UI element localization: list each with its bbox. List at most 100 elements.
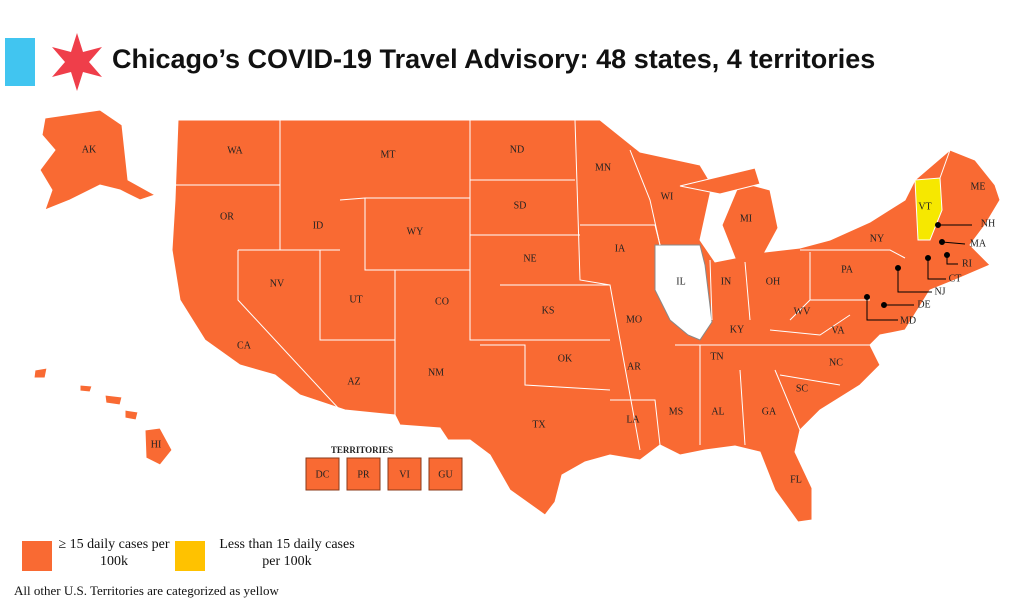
territory-box <box>305 457 340 491</box>
territory-label: VI <box>399 469 410 480</box>
state-label: MA <box>970 238 987 249</box>
border <box>480 344 611 391</box>
hawaii-island <box>104 394 123 406</box>
legend-label: ≥ 15 daily cases per 100k <box>58 537 170 569</box>
state-label: NJ <box>934 286 945 297</box>
legend-swatch <box>175 541 205 571</box>
border <box>774 369 801 431</box>
state-label: CT <box>949 273 962 284</box>
upper-peninsula <box>679 167 761 195</box>
state-label: LA <box>626 414 640 425</box>
state-label: WA <box>227 145 243 156</box>
state-label: AK <box>82 144 97 155</box>
border <box>237 250 341 411</box>
pointer-dot <box>895 265 901 271</box>
border <box>739 369 746 446</box>
state-label: ME <box>971 181 986 192</box>
border <box>709 259 713 321</box>
border <box>779 374 841 386</box>
border <box>939 149 951 179</box>
state-label: UT <box>349 294 362 305</box>
state-label: OK <box>558 353 573 364</box>
legend-label: Less than 15 daily cases per 100k <box>219 537 355 569</box>
territories-title: TERRITORIES <box>331 445 393 455</box>
state-label: ND <box>510 144 524 155</box>
hawaii-island <box>33 367 48 379</box>
state-label: AL <box>711 406 724 417</box>
legend-swatch <box>22 541 52 571</box>
state-label: TX <box>532 419 546 430</box>
state-label: HI <box>151 439 162 450</box>
state-label: SC <box>796 383 809 394</box>
state-label: IN <box>721 276 732 287</box>
state-label: WY <box>407 226 424 237</box>
hawaii-island <box>79 384 93 393</box>
hawaii <box>144 427 173 466</box>
territories: DC PR VI GU <box>305 457 463 491</box>
border <box>800 249 906 259</box>
pointer <box>927 258 946 280</box>
state-label: AR <box>627 361 641 372</box>
state-label: OH <box>766 276 780 287</box>
alaska <box>39 109 157 211</box>
territory-box <box>428 457 463 491</box>
state-labels: AK WA MT ND MN WI MI OR ID WY SD IA NE IL IN OH PA NY NV UT… <box>82 144 995 485</box>
state-label: VA <box>831 325 845 336</box>
state-label: IA <box>615 243 626 254</box>
state-label: MO <box>626 314 642 325</box>
pointer-dot <box>944 252 950 258</box>
state-label: NE <box>523 253 536 264</box>
state-label: MI <box>740 213 752 224</box>
state-label: RI <box>962 258 972 269</box>
states <box>33 109 1001 523</box>
territory-box <box>387 457 422 491</box>
footnote: All other U.S. Territories are categoriz… <box>14 583 279 598</box>
state-label: MN <box>595 162 611 173</box>
state-label: OR <box>220 211 234 222</box>
title: Chicago’s COVID-19 Travel Advisory: 48 s… <box>112 44 876 74</box>
state-label: NC <box>829 357 843 368</box>
state-label: CA <box>237 340 252 351</box>
chicago-star <box>52 33 102 91</box>
border <box>610 399 661 446</box>
border <box>500 284 641 451</box>
hawaii-island <box>124 409 139 421</box>
state-label: WI <box>661 191 674 202</box>
border <box>319 250 395 341</box>
state-label: CO <box>435 296 449 307</box>
state-label: IL <box>676 276 685 287</box>
state-label: KY <box>730 324 744 335</box>
pointer <box>897 268 932 293</box>
state-label: MT <box>381 149 396 160</box>
state-label: FL <box>790 474 802 485</box>
state-label: MD <box>900 315 916 326</box>
state-label: MS <box>669 406 683 417</box>
border <box>364 198 470 271</box>
lower-48 <box>171 119 1001 523</box>
state-label: GA <box>762 406 777 417</box>
territory-label: DC <box>316 469 330 480</box>
state-label: NM <box>428 367 444 378</box>
state-label: NY <box>870 233 884 244</box>
pointer <box>941 241 966 245</box>
pointer <box>866 297 898 321</box>
border <box>744 261 751 321</box>
pointers <box>864 222 972 321</box>
pointer-dot <box>925 255 931 261</box>
pointer-dot <box>881 302 887 308</box>
territory-box <box>346 457 381 491</box>
border <box>629 149 661 246</box>
state-label: WV <box>794 306 811 317</box>
state-label: AZ <box>347 376 360 387</box>
territory-label: PR <box>357 469 370 480</box>
state-label: NH <box>981 218 995 229</box>
state-borders <box>175 119 951 451</box>
territory-label: GU <box>438 469 453 480</box>
border <box>769 314 851 336</box>
state-label: ID <box>313 220 324 231</box>
state-label: PA <box>841 264 854 275</box>
state-label: TN <box>710 351 723 362</box>
border <box>469 120 525 341</box>
